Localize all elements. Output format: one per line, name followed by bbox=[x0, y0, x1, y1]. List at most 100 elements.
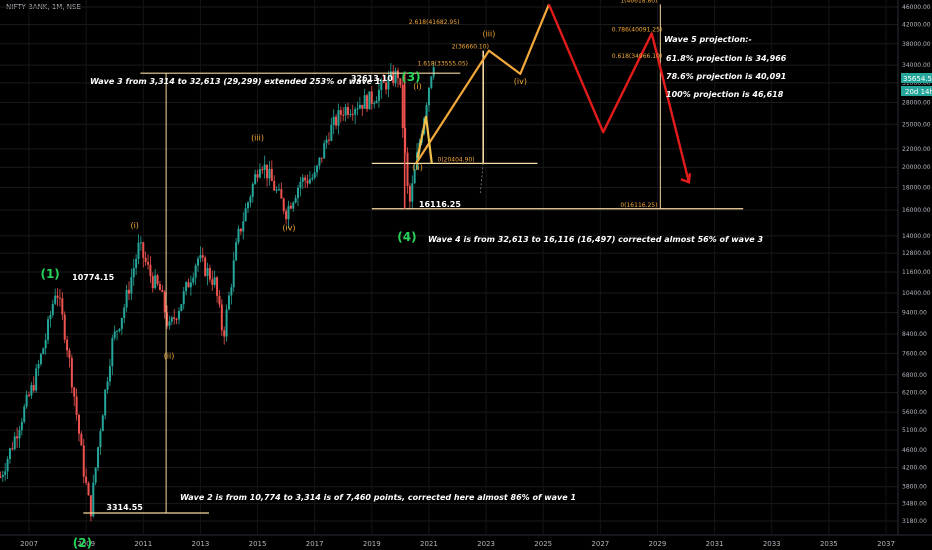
candle-body bbox=[192, 277, 195, 283]
current-price-badge: 35654.50 bbox=[903, 75, 932, 83]
candle-body bbox=[320, 157, 323, 159]
candle-body bbox=[54, 295, 57, 304]
candle-body bbox=[73, 387, 76, 397]
candle-body bbox=[268, 168, 271, 179]
wave-sub-leg-path bbox=[416, 115, 433, 164]
candle-body bbox=[208, 268, 211, 280]
wave5-line-1: 61.8% projection is 34,966 bbox=[666, 54, 787, 63]
candle-body bbox=[220, 304, 223, 331]
candle-body bbox=[339, 110, 342, 115]
sub-wave-label: (iv) bbox=[282, 223, 295, 232]
candle-body bbox=[42, 348, 45, 355]
y-tick-label: 6200.00 bbox=[902, 390, 927, 397]
candle-body bbox=[370, 91, 373, 104]
candle-body bbox=[116, 330, 119, 332]
fib-upper-label: 2.618(41682.95) bbox=[409, 19, 460, 26]
candle-body bbox=[427, 87, 430, 106]
candle-body bbox=[401, 84, 404, 129]
candle-body bbox=[346, 107, 349, 115]
candle-body bbox=[197, 258, 200, 266]
correction-path bbox=[547, 3, 691, 183]
candle-body bbox=[177, 310, 180, 320]
candle-body bbox=[182, 291, 185, 305]
wave3-note: Wave 3 from 3,314 to 32,613 (29,299) ext… bbox=[90, 77, 381, 86]
candle-body bbox=[87, 482, 90, 496]
candle-body bbox=[356, 108, 359, 110]
y-tick-label: 9400.00 bbox=[902, 309, 927, 316]
candle-body bbox=[349, 113, 352, 115]
candle-body bbox=[249, 196, 252, 203]
candle-body bbox=[97, 447, 100, 468]
candle-body bbox=[292, 202, 295, 209]
candle-body bbox=[275, 189, 278, 191]
candle-body bbox=[399, 78, 402, 85]
candle-body bbox=[44, 339, 47, 349]
candle-body bbox=[308, 179, 311, 184]
candle-body bbox=[108, 366, 111, 382]
candle-body bbox=[68, 350, 71, 359]
candle-body bbox=[304, 177, 307, 181]
candle-body bbox=[85, 476, 88, 483]
candle-body bbox=[99, 431, 102, 448]
fib-right-label: 0(16116.25) bbox=[620, 202, 657, 209]
x-tick-label: 2037 bbox=[877, 540, 895, 548]
candle-body bbox=[63, 314, 66, 340]
candle-body bbox=[101, 415, 104, 432]
candle-body bbox=[6, 459, 9, 472]
wave4-note: Wave 4 is from 32,613 to 16,116 (16,497)… bbox=[428, 235, 763, 244]
x-tick-label: 2017 bbox=[306, 540, 324, 548]
wave5-line-2: 78.6% projection is 40,091 bbox=[666, 72, 786, 81]
candle-body bbox=[366, 95, 369, 110]
candle-body bbox=[258, 169, 261, 178]
candle-body bbox=[251, 184, 254, 197]
y-tick-label: 3480.00 bbox=[902, 501, 927, 508]
y-tick-label: 5100.00 bbox=[902, 427, 927, 434]
sub-wave-label: (i) bbox=[413, 82, 421, 91]
wave-label: (3) bbox=[401, 70, 420, 84]
candle-body bbox=[135, 258, 138, 269]
candle-body bbox=[358, 104, 361, 109]
wave2-note: Wave 2 is from 10,774 to 3,314 is of 7,4… bbox=[180, 493, 576, 502]
candle-body bbox=[118, 328, 121, 331]
overlays bbox=[83, 3, 744, 514]
candle-body bbox=[0, 476, 2, 478]
candle-body bbox=[94, 467, 97, 483]
candle-body bbox=[32, 385, 35, 391]
x-tick-label: 2027 bbox=[591, 540, 609, 548]
x-tick-label: 2035 bbox=[820, 540, 838, 548]
candle-body bbox=[142, 242, 145, 258]
candle-body bbox=[394, 70, 397, 84]
candle-body bbox=[239, 228, 242, 232]
wave-label: (4) bbox=[397, 230, 416, 244]
fib-dashed bbox=[479, 163, 484, 193]
y-tick-label: 31000.00 bbox=[902, 80, 931, 87]
y-tick-label: 28000.00 bbox=[902, 100, 931, 107]
candle-body bbox=[413, 169, 416, 184]
candle-body bbox=[389, 71, 392, 77]
y-tick-label: 4600.00 bbox=[902, 447, 927, 454]
candle-body bbox=[77, 414, 80, 434]
candle-body bbox=[306, 180, 309, 184]
candle-body bbox=[230, 287, 233, 296]
sub-wave-label: (iii) bbox=[482, 29, 495, 38]
candle-body bbox=[213, 277, 216, 285]
candle-body bbox=[151, 276, 154, 289]
y-tick-label: 34000.00 bbox=[902, 62, 931, 69]
x-tick-label: 2029 bbox=[649, 540, 667, 548]
candle-body bbox=[316, 165, 319, 173]
swing-value: 16116.25 bbox=[419, 200, 461, 209]
candle-body bbox=[187, 282, 190, 288]
countdown-badge: 20d 14h bbox=[905, 88, 932, 96]
correction-arrow-icon bbox=[680, 173, 692, 184]
countdown-badge-bg bbox=[901, 86, 932, 96]
swing-value: 3314.55 bbox=[106, 503, 143, 512]
candle-body bbox=[235, 242, 238, 261]
candle-body bbox=[120, 318, 123, 329]
candle-body bbox=[49, 314, 52, 320]
wave5-projection-path bbox=[415, 4, 550, 164]
swing-value: 10774.15 bbox=[72, 273, 114, 282]
candle-body bbox=[432, 67, 435, 77]
x-tick-label: 2009 bbox=[77, 540, 95, 548]
y-tick-label: 7600.00 bbox=[902, 350, 927, 357]
